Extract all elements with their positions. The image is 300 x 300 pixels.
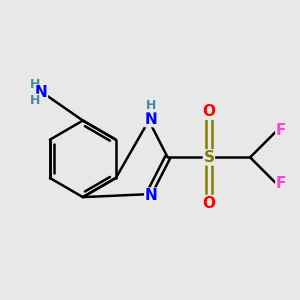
Text: N: N [145, 188, 158, 203]
Text: H: H [30, 78, 40, 91]
Text: N: N [145, 112, 158, 127]
Text: S: S [203, 150, 214, 165]
Text: O: O [202, 104, 215, 119]
Text: H: H [146, 99, 156, 112]
Text: N: N [35, 85, 47, 100]
Text: H: H [30, 94, 40, 107]
Text: F: F [276, 176, 286, 191]
Text: F: F [276, 123, 286, 138]
Text: O: O [202, 196, 215, 211]
